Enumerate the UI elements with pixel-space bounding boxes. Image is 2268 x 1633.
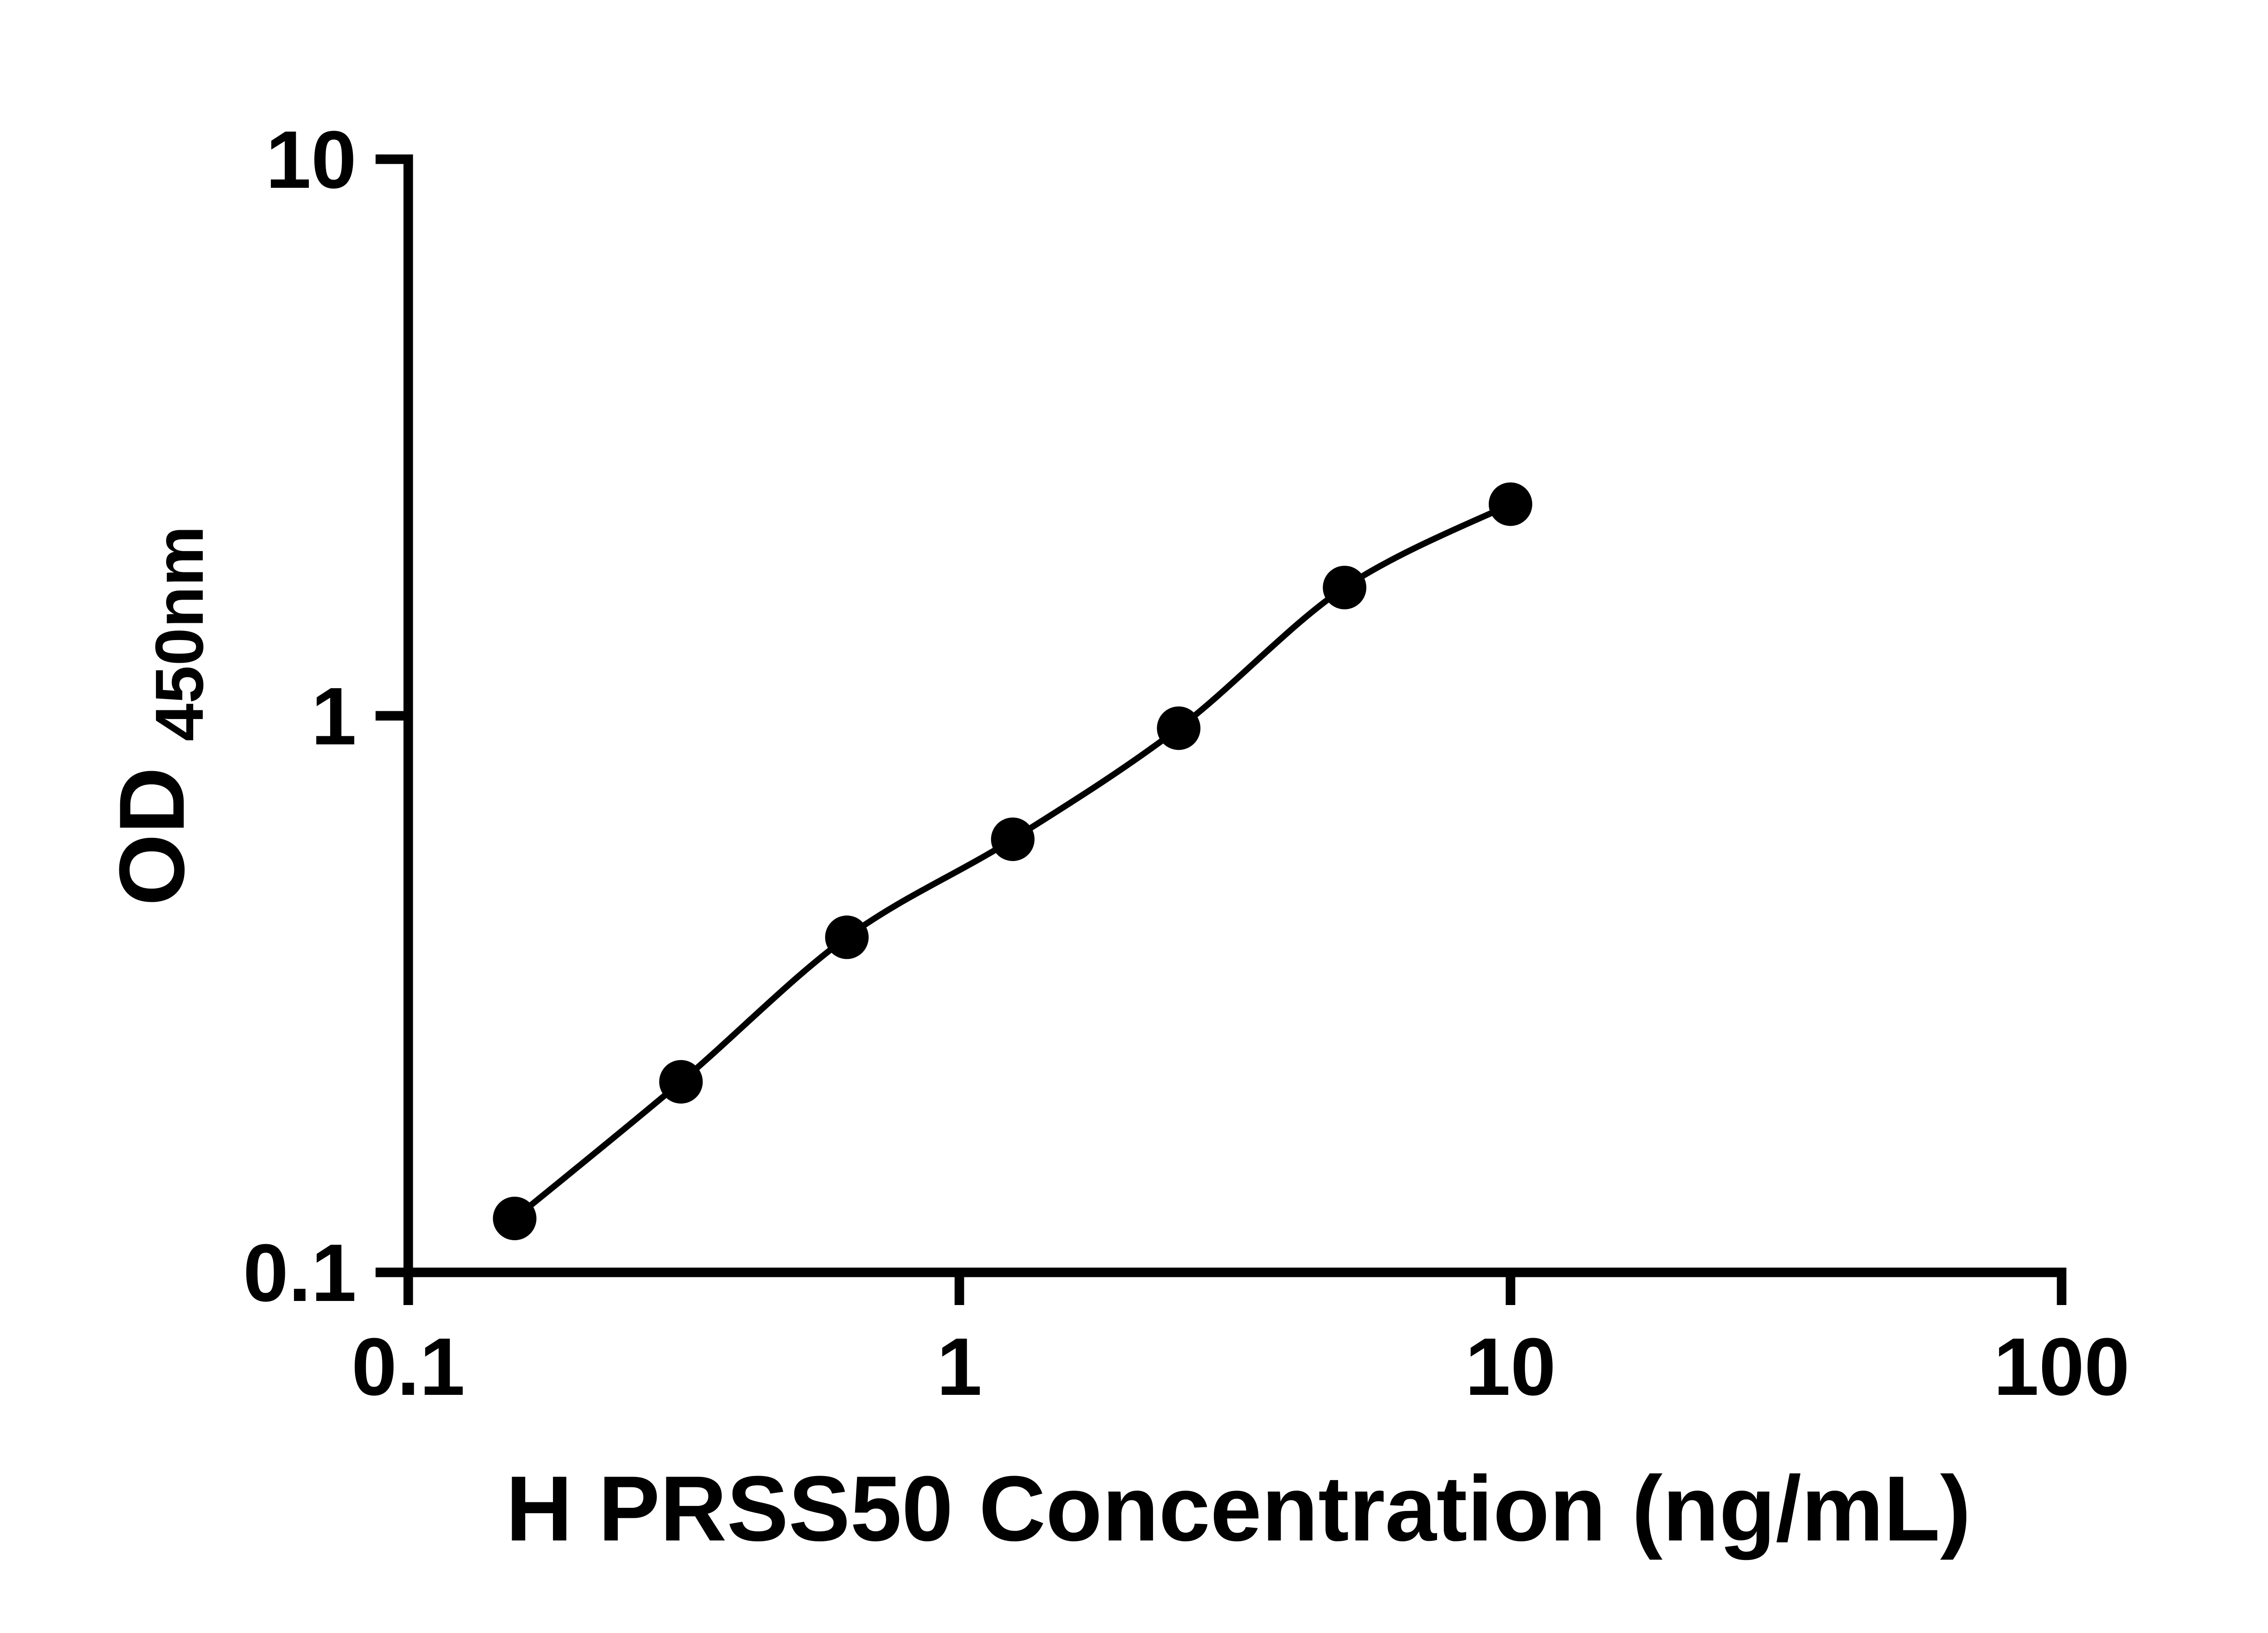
- y-axis-title-subscript: 450nm: [141, 526, 217, 741]
- data-point: [1157, 706, 1201, 750]
- x-tick-label: 1: [937, 1321, 982, 1413]
- y-tick-label: 0.1: [243, 1227, 357, 1319]
- data-point: [991, 817, 1035, 861]
- y-axis-ticks: 0.1 1 10: [243, 114, 408, 1319]
- y-axis-title: OD 450nm: [100, 526, 217, 906]
- data-points: [493, 482, 1532, 1241]
- x-axis-ticks: 0.1 1 10 100: [352, 1272, 2130, 1413]
- data-point: [493, 1197, 537, 1241]
- x-tick-label: 100: [1994, 1321, 2130, 1413]
- data-point: [659, 1060, 703, 1104]
- x-tick-label: 10: [1465, 1321, 1556, 1413]
- y-axis-title-main: OD: [100, 767, 204, 906]
- x-axis-title: H PRSS50 Concentration (ng/mL): [506, 1457, 1971, 1560]
- data-point: [1489, 482, 1532, 526]
- data-point: [825, 915, 869, 959]
- x-tick-label: 0.1: [352, 1321, 465, 1413]
- standard-curve-line: [513, 501, 1512, 1221]
- y-tick-label: 10: [266, 114, 357, 205]
- data-point: [1323, 566, 1367, 610]
- y-tick-label: 1: [311, 671, 357, 762]
